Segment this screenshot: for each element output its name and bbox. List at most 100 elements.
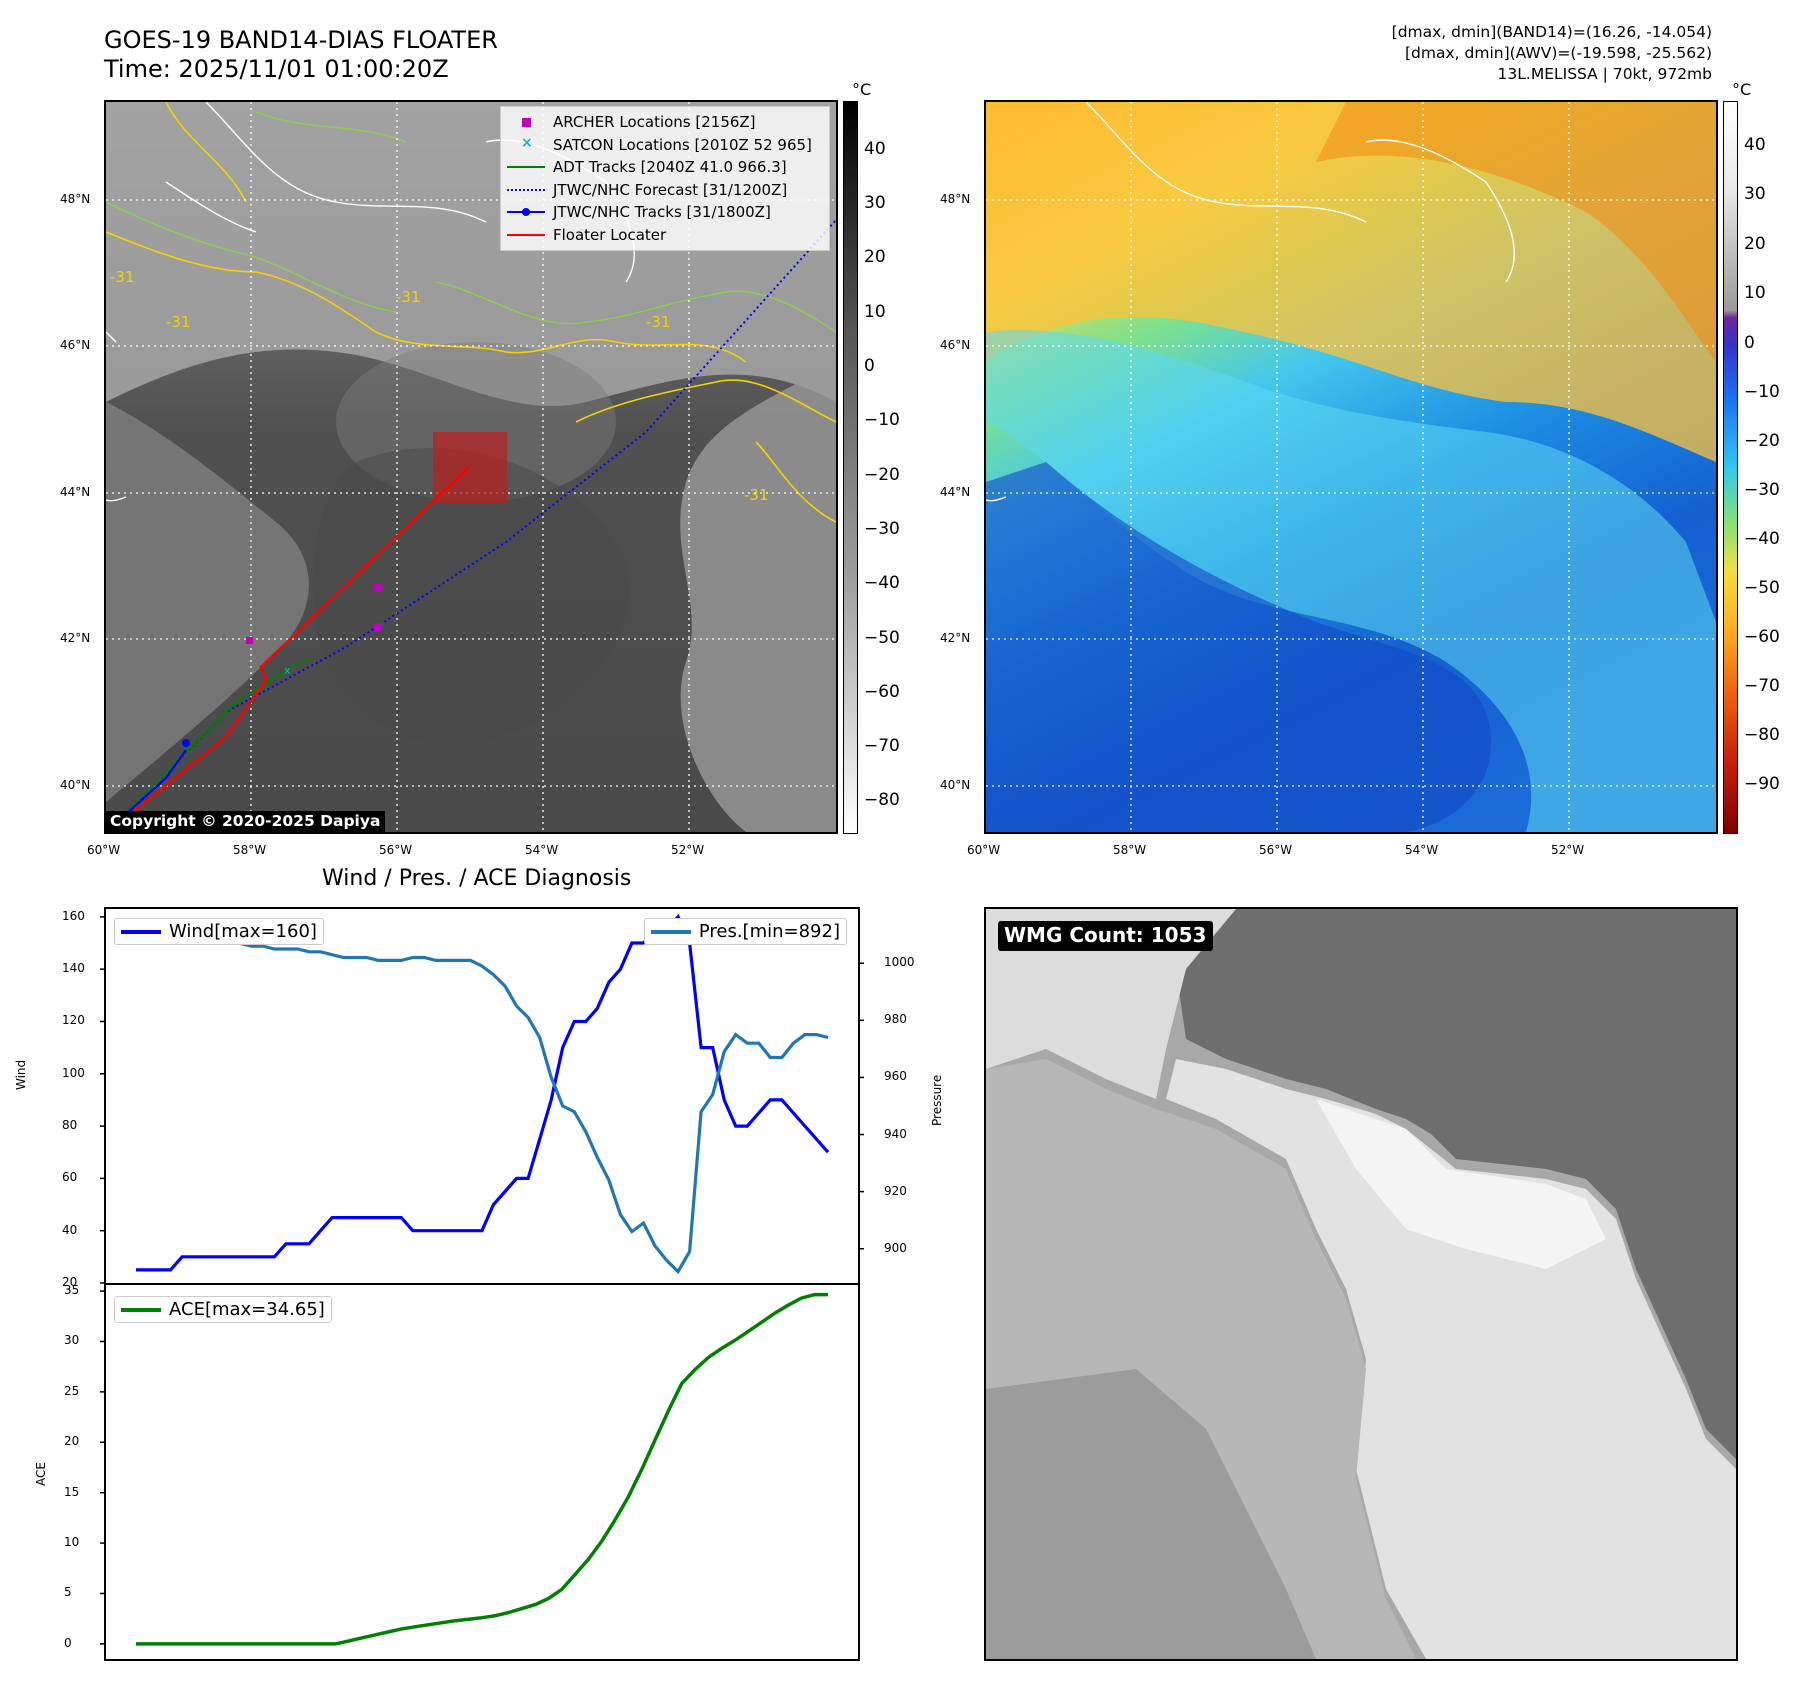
ir-lon-label-56: 56°W (379, 843, 413, 857)
wind-ytick-4: 80 (62, 1118, 78, 1133)
legend-row-satcon: × SATCON Locations [2010Z 52 965] (507, 134, 823, 157)
ace-legend: ACE[max=34.65] (114, 1296, 332, 1323)
ace-ytick-1: 30 (64, 1333, 80, 1348)
ace-plot (100, 1290, 828, 1646)
ace-ytick-0: 35 (64, 1283, 80, 1298)
jtwc-forecast-track (125, 219, 836, 815)
pres-ytick-5: 900 (884, 1240, 907, 1255)
ir-cloud-west (106, 402, 309, 802)
wind-pres-plot (100, 913, 864, 1284)
ir-lat-label-48: 48°N (60, 192, 91, 206)
wind-ytick-2: 120 (62, 1013, 85, 1028)
ir-cloud-east (680, 362, 836, 832)
ace-ytick-3: 20 (64, 1434, 80, 1449)
wind-legend-label: Wind[max=160] (169, 921, 317, 942)
legend-row-floater: Floater Locater (507, 224, 823, 247)
wv-lon-label-58: 58°W (1113, 843, 1147, 857)
archer-point-3 (374, 623, 382, 631)
ir-lat-label-44: 44°N (60, 485, 91, 499)
wmg-mid-gray (986, 909, 1236, 1099)
stats-line-1: [dmax, dmin](BAND14)=(16.26, -14.054) (1391, 23, 1712, 41)
solid-line-icon (507, 160, 545, 174)
ace-ytick-2: 25 (64, 1383, 80, 1398)
ir-lat-label-40: 40°N (60, 778, 91, 792)
ir-contour-label-2: -31 (166, 313, 191, 331)
wv-lon-label-52: 52°W (1551, 843, 1585, 857)
ir-lon-label-52: 52°W (671, 843, 705, 857)
floater-track (130, 466, 470, 815)
ace-ytick-6: 5 (64, 1585, 72, 1600)
wv-coastline (986, 102, 1515, 502)
ir-colorbar-tick-11: −70 (864, 736, 900, 757)
ir-lon-label-58: 58°W (233, 843, 267, 857)
wmg-count-badge: WMG Count: 1053 (998, 921, 1214, 951)
ir-lat-label-46: 46°N (60, 338, 91, 352)
ir-contour-label-1: -31 (110, 268, 135, 286)
ir-lat-label-42: 42°N (60, 631, 91, 645)
legend-label-tracks: JTWC/NHC Tracks [31/1800Z] (553, 203, 771, 222)
wind-ytick-6: 40 (62, 1222, 78, 1237)
title-line-2: Time: 2025/11/01 01:00:20Z (104, 55, 449, 83)
legend-row-adt: ADT Tracks [2040Z 41.0 966.3] (507, 156, 823, 179)
pres-ylabel: Pressure (930, 1074, 944, 1126)
wind-line (136, 913, 830, 1272)
wv-colorbar-upper-tick-1: 30 (1744, 184, 1766, 205)
ace-ytick-7: 0 (64, 1635, 72, 1650)
wmg-bottom-left (986, 1369, 1316, 1659)
ir-contour-label-5: -31 (744, 486, 769, 504)
ace-ytick-5: 10 (64, 1535, 80, 1550)
ir-colorbar-tick-8: −40 (864, 573, 900, 594)
satcon-point: x (284, 664, 291, 677)
wv-lat-label-48: 48°N (940, 192, 971, 206)
pres-ytick-4: 920 (884, 1183, 907, 1198)
wind-ytick-1: 140 (62, 961, 85, 976)
wind-ylabel: Wind (14, 1059, 28, 1090)
figure-stats: [dmax, dmin](BAND14)=(16.26, -14.054) [d… (1392, 22, 1712, 85)
wv-colorbar-upper-tick-2: 20 (1744, 233, 1766, 254)
ir-colorbar-tick-12: −80 (864, 790, 900, 811)
x-marker-icon: × (521, 134, 533, 151)
ir-colorbar-tick-1: 30 (864, 193, 886, 214)
ir-colorbar-tick-6: −20 (864, 464, 900, 485)
solid-line-icon (507, 228, 545, 242)
wv-moist-band (986, 330, 1716, 832)
ir-map-legend: ARCHER Locations [2156Z] × SATCON Locatio… (500, 106, 830, 251)
title-line-1: GOES-19 BAND14-DIAS FLOATER (104, 26, 498, 54)
adt-track (125, 657, 312, 815)
ace-panel (104, 1283, 860, 1661)
wind-legend: Wind[max=160] (114, 918, 324, 945)
wmg-imagery (986, 909, 1736, 1659)
ir-colorbar-tick-2: 20 (864, 247, 886, 268)
wv-colorbar-lower-tick-1: −20 (1744, 431, 1780, 451)
ir-lon-label-54: 54°W (525, 843, 559, 857)
ir-map-panel: -31 -31 -31 -31 -31 x ARCHER Locations [… (104, 100, 838, 834)
wmg-panel: WMG Count: 1053 (984, 907, 1738, 1661)
wv-colorbar-upper-tick-3: 10 (1744, 283, 1766, 304)
wv-dry-core (1316, 102, 1716, 362)
floater-box (433, 432, 507, 504)
wind-ytick-7: 20 (62, 1275, 78, 1289)
jtwc-track-point (182, 739, 190, 747)
wv-map-panel (984, 100, 1718, 834)
line-dot-icon (507, 205, 545, 219)
jtwc-track (125, 749, 187, 815)
legend-line-icon (650, 929, 691, 934)
wind-ytick-0: 160 (62, 908, 85, 923)
ir-contour-yellow (106, 102, 836, 523)
wv-lat-label-42: 42°N (940, 631, 971, 645)
ir-contour-label-4: -31 (646, 313, 671, 331)
stats-line-2: [dmax, dmin](AWV)=(-19.598, -25.562) (1405, 44, 1712, 62)
archer-point-1 (246, 637, 253, 644)
wv-colorbar-lower-tick-2: −30 (1744, 480, 1780, 500)
wv-colorbar-lower-tick-0: −10 (1744, 382, 1780, 402)
square-marker-icon (507, 115, 545, 129)
ir-colorbar-tick-7: −30 (864, 518, 900, 539)
ir-colorbar-tick-0: 40 (864, 138, 886, 159)
ir-dark-slot (313, 448, 630, 746)
wv-lon-label-56: 56°W (1259, 843, 1293, 857)
pres-ytick-0: 1000 (884, 955, 915, 970)
copyright-badge: Copyright © 2020-2025 Dapiya (106, 811, 386, 832)
ir-colorbar (843, 101, 858, 834)
ace-line (136, 1292, 828, 1646)
pres-ytick-3: 940 (884, 1126, 907, 1141)
